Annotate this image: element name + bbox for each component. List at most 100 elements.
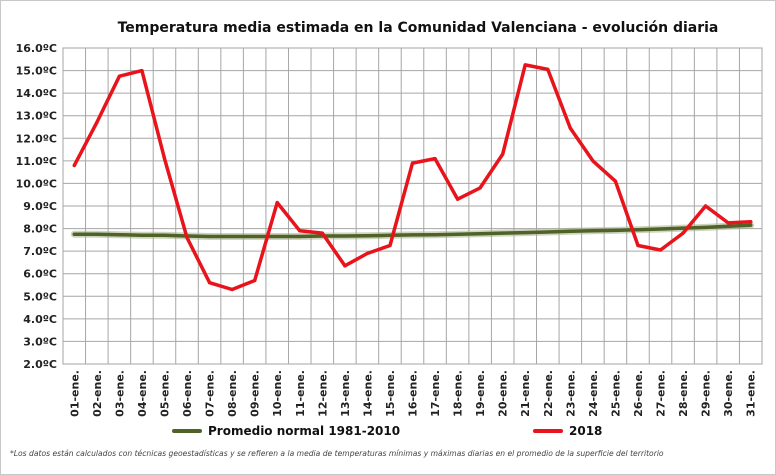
data-point-2018: [591, 159, 595, 163]
data-point-2018: [253, 278, 257, 283]
data-point-normal: [749, 223, 753, 227]
x-tick-label: 07-ene.: [204, 370, 217, 417]
data-point-normal: [681, 226, 685, 230]
data-point-normal: [658, 227, 663, 231]
data-point-2018: [162, 157, 167, 161]
y-tick-label: 5.0ºC: [23, 290, 57, 303]
x-tick-label: 25-ene.: [609, 370, 622, 417]
y-tick-label: 12.0ºC: [16, 132, 57, 145]
x-tick-label: 01-ene.: [68, 370, 81, 417]
data-point-2018: [681, 231, 685, 235]
data-point-2018: [343, 264, 347, 268]
data-point-normal: [298, 234, 302, 239]
x-tick-label: 18-ene.: [452, 370, 465, 417]
y-tick-label: 9.0ºC: [23, 200, 57, 213]
legend-swatch-normal: [172, 429, 202, 433]
x-tick-label: 03-ene.: [113, 370, 126, 417]
y-tick-label: 14.0ºC: [16, 87, 57, 100]
data-point-normal: [523, 231, 527, 235]
data-point-2018: [704, 204, 708, 208]
x-tick-label: 04-ene.: [136, 370, 149, 417]
x-tick-label: 21-ene.: [519, 370, 532, 417]
data-point-normal: [613, 228, 618, 232]
x-tick-label: 15-ene.: [384, 370, 397, 417]
x-tick-label: 14-ene.: [361, 370, 374, 417]
legend-label-normal: Promedio normal 1981-2010: [208, 424, 401, 438]
data-point-normal: [546, 230, 550, 234]
y-tick-label: 15.0ºC: [16, 65, 57, 78]
data-point-normal: [410, 233, 415, 237]
data-point-normal: [365, 234, 370, 238]
x-tick-label: 09-ene.: [249, 370, 262, 417]
data-point-2018: [546, 67, 550, 72]
data-point-normal: [455, 232, 460, 236]
x-tick-label: 20-ene.: [497, 370, 510, 417]
data-point-normal: [230, 234, 234, 239]
x-tick-label: 13-ene.: [339, 370, 352, 417]
x-tick-label: 27-ene.: [655, 370, 668, 417]
data-point-normal: [568, 229, 572, 233]
data-point-2018: [749, 220, 753, 224]
data-point-normal: [162, 233, 167, 237]
data-point-2018: [568, 126, 572, 130]
y-tick-label: 11.0ºC: [16, 155, 57, 168]
data-point-2018: [455, 197, 460, 201]
data-point-2018: [230, 287, 234, 292]
legend-item-normal: Promedio normal 1981-2010: [172, 424, 400, 438]
data-point-2018: [501, 152, 505, 156]
data-point-2018: [478, 186, 482, 190]
y-tick-label: 10.0ºC: [16, 177, 57, 190]
data-point-normal: [478, 232, 482, 236]
data-point-normal: [501, 231, 505, 235]
legend: Promedio normal 1981-2010 2018: [0, 424, 776, 442]
x-tick-label: 26-ene.: [632, 370, 645, 417]
data-point-2018: [433, 157, 437, 161]
x-tick-label: 02-ene.: [91, 370, 104, 417]
x-tick-label: 06-ene.: [181, 370, 194, 417]
x-tick-label: 10-ene.: [271, 370, 284, 417]
y-tick-label: 6.0ºC: [23, 268, 57, 281]
x-tick-label: 11-ene.: [294, 370, 307, 417]
x-tick-label: 08-ene.: [226, 370, 239, 417]
data-point-2018: [613, 179, 618, 183]
data-point-2018: [275, 201, 279, 205]
y-tick-label: 16.0ºC: [16, 42, 57, 55]
x-tick-label: 05-ene.: [158, 370, 171, 417]
data-point-2018: [523, 63, 527, 67]
data-point-normal: [726, 224, 730, 228]
x-tick-label: 30-ene.: [722, 370, 735, 417]
data-point-normal: [95, 232, 99, 236]
data-point-2018: [298, 229, 302, 233]
data-point-2018: [72, 163, 76, 167]
data-point-normal: [140, 233, 144, 237]
y-tick-label: 4.0ºC: [23, 313, 57, 326]
legend-item-2018: 2018: [533, 424, 602, 438]
y-tick-label: 3.0ºC: [23, 335, 57, 348]
data-point-2018: [636, 243, 640, 248]
data-point-2018: [388, 243, 392, 248]
data-point-normal: [343, 234, 347, 238]
y-tick-label: 8.0ºC: [23, 223, 57, 236]
data-point-normal: [433, 233, 437, 237]
data-point-2018: [95, 120, 99, 125]
data-point-2018: [185, 236, 189, 240]
data-point-normal: [275, 234, 279, 239]
x-tick-label: 28-ene.: [677, 370, 690, 417]
data-point-2018: [207, 281, 212, 285]
data-point-normal: [117, 233, 121, 237]
data-point-normal: [253, 234, 257, 239]
footnote: *Los datos están calculados con técnicas…: [10, 449, 664, 458]
data-point-2018: [140, 68, 144, 73]
y-tick-label: 7.0ºC: [23, 245, 57, 258]
x-tick-label: 29-ene.: [700, 370, 713, 417]
data-point-2018: [658, 248, 663, 252]
x-tick-label: 12-ene.: [316, 370, 329, 417]
data-point-2018: [410, 161, 415, 165]
data-point-normal: [704, 225, 708, 230]
x-tick-label: 17-ene.: [429, 370, 442, 417]
data-point-normal: [207, 234, 212, 239]
x-tick-label: 31-ene.: [745, 370, 758, 417]
data-point-normal: [636, 228, 640, 232]
x-tick-label: 22-ene.: [542, 370, 555, 417]
x-tick-label: 24-ene.: [587, 370, 600, 417]
